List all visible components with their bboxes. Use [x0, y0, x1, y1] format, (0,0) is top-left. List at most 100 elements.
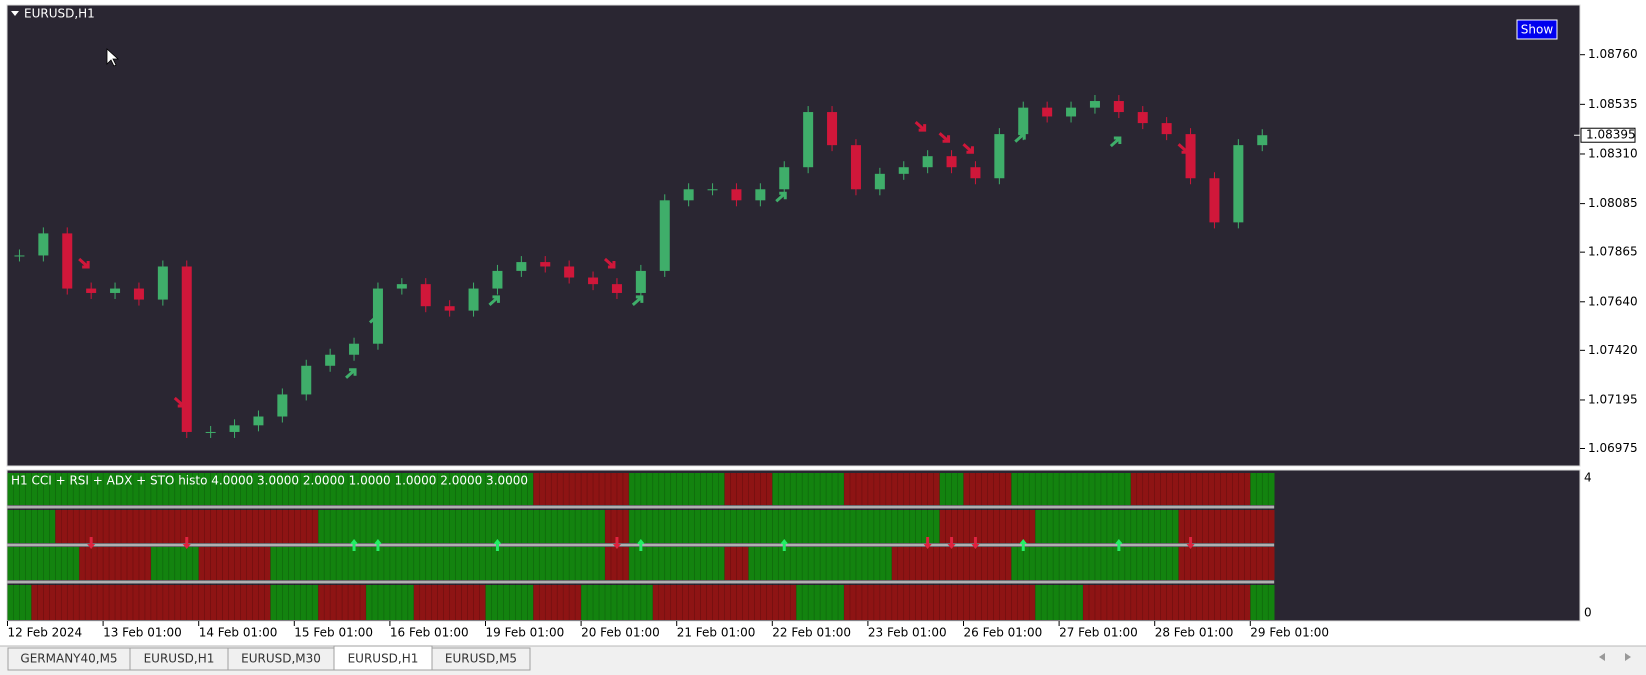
candle	[540, 262, 551, 267]
histo-block	[1130, 547, 1155, 580]
histo-block	[461, 473, 486, 505]
histo-block	[1202, 585, 1227, 620]
histo-block	[1035, 547, 1060, 580]
tab-label[interactable]: EURUSD,M5	[445, 652, 517, 666]
time-label: 13 Feb 01:00	[103, 626, 182, 640]
histo-block	[127, 473, 152, 505]
histo-block	[1130, 585, 1155, 620]
histo-block	[461, 585, 486, 620]
tab-label[interactable]: EURUSD,H1	[348, 652, 419, 666]
candle	[635, 270, 646, 293]
tab-label[interactable]: EURUSD,M30	[241, 652, 321, 666]
candle	[396, 284, 407, 289]
histo-block	[31, 547, 56, 580]
histo-block	[628, 547, 654, 580]
histo-block	[867, 473, 893, 505]
candle	[1018, 107, 1029, 135]
indicator-scale-min: 0	[1584, 606, 1592, 620]
histo-block	[772, 547, 797, 580]
tab-label[interactable]: EURUSD,H1	[144, 652, 215, 666]
candle	[38, 233, 49, 256]
candle	[803, 112, 814, 168]
histo-block	[605, 585, 630, 620]
histo-block	[533, 510, 558, 543]
histo-block	[748, 473, 773, 505]
histo-block	[1035, 473, 1060, 505]
histo-block	[724, 585, 749, 620]
histo-block	[891, 473, 916, 505]
histo-block	[844, 547, 869, 580]
histo-block	[222, 585, 247, 620]
candle	[827, 112, 838, 146]
histo-block	[1154, 473, 1179, 505]
show-button[interactable]	[1516, 19, 1558, 40]
price-tick-label: 1.07195	[1588, 392, 1638, 406]
price-tick-label: 1.08310	[1588, 146, 1638, 160]
candle	[922, 156, 933, 168]
histo-signal	[493, 539, 502, 551]
candle	[564, 266, 575, 278]
histo-block	[1106, 473, 1132, 505]
histo-signal	[1114, 539, 1123, 551]
price-tick-label: 1.08760	[1588, 47, 1638, 61]
candle	[1257, 135, 1268, 146]
histo-block	[581, 473, 606, 505]
symbol-title: EURUSD,H1	[24, 7, 95, 21]
histo-block	[342, 585, 367, 620]
histo-block	[581, 510, 606, 543]
histo-block	[987, 585, 1012, 620]
histo-signal	[780, 539, 789, 551]
collapse-icon[interactable]	[11, 11, 19, 16]
signal-arrow	[1014, 132, 1026, 143]
time-label: 20 Feb 01:00	[581, 626, 660, 640]
time-label: 22 Feb 01:00	[772, 626, 851, 640]
candle	[1185, 134, 1196, 179]
histo-block	[533, 547, 558, 580]
histo-block	[820, 473, 845, 505]
tab[interactable]	[431, 647, 531, 671]
histo-block	[1154, 547, 1179, 580]
candle	[755, 189, 766, 201]
histo-block	[1178, 585, 1203, 620]
candle	[850, 145, 861, 190]
scroll-left[interactable]	[1599, 653, 1605, 661]
histo-signal	[1186, 537, 1195, 549]
histo-block	[55, 510, 80, 543]
histo-block	[1250, 547, 1275, 580]
histo-block	[7, 585, 32, 620]
histo-block	[1011, 473, 1036, 505]
histo-block	[294, 510, 319, 543]
histo-block	[1202, 547, 1227, 580]
active-tab[interactable]	[333, 645, 433, 671]
histo-block	[366, 585, 391, 620]
histo-block	[1083, 547, 1108, 580]
signal-arrow	[1109, 136, 1122, 148]
histo-block	[1106, 510, 1132, 543]
histo-block	[437, 473, 462, 505]
histo-block	[437, 585, 462, 620]
histo-block	[222, 473, 247, 505]
time-label: 15 Feb 01:00	[294, 626, 373, 640]
candle	[516, 262, 527, 271]
histo-block	[533, 473, 558, 505]
histo-block	[461, 547, 486, 580]
signal-arrow	[631, 295, 644, 307]
histo-block	[652, 547, 677, 580]
scroll-right[interactable]	[1625, 653, 1631, 661]
time-label: 14 Feb 01:00	[199, 626, 278, 640]
histo-block	[796, 510, 821, 543]
candle	[659, 200, 670, 271]
histo-block	[844, 510, 869, 543]
candle	[1113, 101, 1124, 113]
histo-block	[389, 510, 415, 543]
candle	[779, 167, 790, 190]
histo-block	[150, 547, 176, 580]
tab-label[interactable]: GERMANY40,M5	[20, 652, 117, 666]
histo-block	[1035, 510, 1060, 543]
histo-block	[342, 510, 367, 543]
show-button-label[interactable]: Show	[1521, 23, 1554, 37]
histo-block	[652, 510, 677, 543]
histo-block	[1226, 547, 1251, 580]
histo-block	[389, 473, 415, 505]
histo-block	[1106, 585, 1132, 620]
